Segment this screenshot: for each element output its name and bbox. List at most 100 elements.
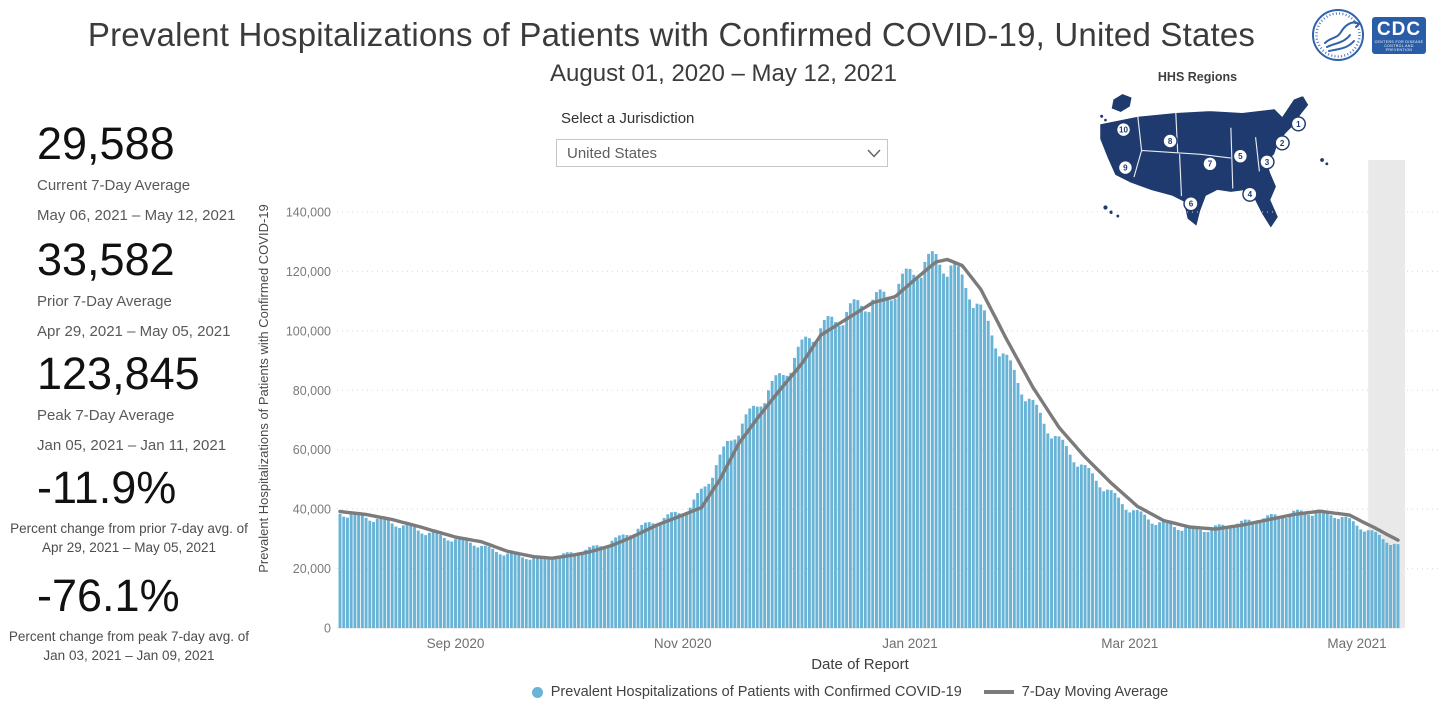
bar[interactable] <box>457 538 461 628</box>
bar[interactable] <box>565 552 569 628</box>
bar[interactable] <box>1303 512 1307 628</box>
bar[interactable] <box>1187 525 1191 628</box>
bar[interactable] <box>1363 531 1366 628</box>
bar[interactable] <box>431 531 435 628</box>
bar[interactable] <box>386 519 390 628</box>
bar[interactable] <box>495 552 498 628</box>
bar[interactable] <box>737 435 741 628</box>
bar[interactable] <box>1225 526 1229 628</box>
bar[interactable] <box>1113 492 1117 628</box>
bar[interactable] <box>1199 529 1203 628</box>
bar[interactable] <box>614 537 618 628</box>
bar[interactable] <box>435 532 439 628</box>
bar[interactable] <box>975 303 979 628</box>
bar[interactable] <box>1221 524 1225 628</box>
bar[interactable] <box>845 311 849 628</box>
bar[interactable] <box>1236 523 1240 628</box>
bar[interactable] <box>755 406 759 628</box>
bar[interactable] <box>766 390 770 628</box>
bar[interactable] <box>1079 464 1083 628</box>
bar[interactable] <box>983 310 986 628</box>
bar[interactable] <box>848 303 852 628</box>
bar[interactable] <box>655 524 659 628</box>
bar[interactable] <box>1158 522 1162 628</box>
bar[interactable] <box>1385 542 1389 628</box>
bar[interactable] <box>1366 530 1370 628</box>
bar[interactable] <box>1042 423 1046 628</box>
bar[interactable] <box>442 537 446 628</box>
bar[interactable] <box>804 336 808 628</box>
bar[interactable] <box>1098 487 1102 628</box>
bar[interactable] <box>480 545 484 628</box>
bar[interactable] <box>1139 511 1143 628</box>
bar[interactable] <box>871 299 875 628</box>
bar[interactable] <box>509 552 513 628</box>
bar[interactable] <box>1102 491 1106 628</box>
bar[interactable] <box>1184 527 1188 628</box>
bar[interactable] <box>569 552 573 628</box>
bar[interactable] <box>1169 523 1173 628</box>
bar[interactable] <box>1266 515 1270 628</box>
bar[interactable] <box>852 299 856 628</box>
bar[interactable] <box>1057 436 1061 628</box>
bar[interactable] <box>834 322 837 628</box>
bar[interactable] <box>606 545 610 628</box>
bar[interactable] <box>662 517 666 628</box>
bar[interactable] <box>919 277 923 628</box>
bar[interactable] <box>725 441 729 628</box>
bar[interactable] <box>1277 516 1281 628</box>
bar[interactable] <box>1087 468 1091 628</box>
bar[interactable] <box>968 299 972 628</box>
bar[interactable] <box>1262 518 1266 628</box>
bar[interactable] <box>1161 521 1165 628</box>
bar[interactable] <box>1307 514 1311 628</box>
bar[interactable] <box>576 554 580 628</box>
bar[interactable] <box>1396 544 1400 628</box>
bar[interactable] <box>1288 513 1292 628</box>
bar[interactable] <box>882 291 886 628</box>
bar[interactable] <box>1128 512 1132 628</box>
bar[interactable] <box>1105 489 1109 628</box>
bar[interactable] <box>1329 515 1333 628</box>
bar[interactable] <box>450 541 454 628</box>
bar[interactable] <box>1020 394 1024 628</box>
bar[interactable] <box>1348 518 1352 628</box>
bar[interactable] <box>722 446 726 628</box>
bar[interactable] <box>789 372 793 628</box>
bar[interactable] <box>1195 526 1199 628</box>
bar[interactable] <box>956 266 960 628</box>
bar[interactable] <box>875 292 878 628</box>
bar[interactable] <box>517 554 521 628</box>
bar[interactable] <box>897 283 901 628</box>
bar[interactable] <box>1046 433 1050 628</box>
bar[interactable] <box>778 373 782 628</box>
bar[interactable] <box>547 557 551 628</box>
bar[interactable] <box>822 319 826 628</box>
bar[interactable] <box>472 545 476 628</box>
bar[interactable] <box>644 522 647 628</box>
bar[interactable] <box>912 274 916 628</box>
bar[interactable] <box>1035 404 1039 628</box>
bar[interactable] <box>1117 497 1121 628</box>
bar[interactable] <box>796 346 800 628</box>
bar[interactable] <box>949 265 953 628</box>
bar[interactable] <box>1210 527 1214 628</box>
bar[interactable] <box>1053 435 1057 628</box>
bar[interactable] <box>763 403 767 628</box>
bar[interactable] <box>997 356 1001 628</box>
bar[interactable] <box>744 414 748 628</box>
bar[interactable] <box>554 558 558 628</box>
bar[interactable] <box>513 553 517 628</box>
bar[interactable] <box>364 517 368 628</box>
bar[interactable] <box>439 534 443 628</box>
bar[interactable] <box>1381 539 1385 628</box>
bar[interactable] <box>1295 509 1299 628</box>
bar[interactable] <box>591 545 595 628</box>
bar[interactable] <box>476 547 480 628</box>
bar[interactable] <box>454 539 457 628</box>
bar[interactable] <box>1027 398 1031 628</box>
bar[interactable] <box>927 253 931 629</box>
bar[interactable] <box>681 514 685 628</box>
bar[interactable] <box>521 557 524 628</box>
bar[interactable] <box>837 325 841 628</box>
